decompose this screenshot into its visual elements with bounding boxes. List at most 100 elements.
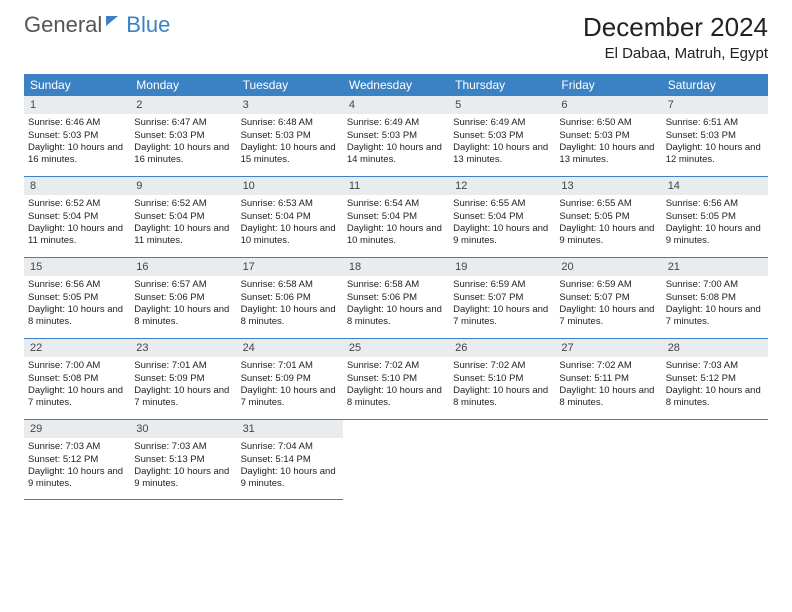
weekday-header: Friday — [555, 74, 661, 96]
day-cell: 14Sunrise: 6:56 AMSunset: 5:05 PMDayligh… — [662, 177, 768, 257]
day-body: Sunrise: 6:49 AMSunset: 5:03 PMDaylight:… — [449, 114, 555, 171]
sunrise-line: Sunrise: 6:57 AM — [134, 279, 232, 291]
day-body: Sunrise: 6:51 AMSunset: 5:03 PMDaylight:… — [662, 114, 768, 171]
day-cell: 7Sunrise: 6:51 AMSunset: 5:03 PMDaylight… — [662, 96, 768, 176]
day-number: 11 — [343, 177, 449, 195]
sunrise-line: Sunrise: 6:47 AM — [134, 117, 232, 129]
day-number: 26 — [449, 339, 555, 357]
day-cell: 31Sunrise: 7:04 AMSunset: 5:14 PMDayligh… — [237, 420, 343, 500]
sunrise-line: Sunrise: 7:02 AM — [347, 360, 445, 372]
day-body: Sunrise: 6:48 AMSunset: 5:03 PMDaylight:… — [237, 114, 343, 171]
weekday-header-row: SundayMondayTuesdayWednesdayThursdayFrid… — [24, 74, 768, 96]
day-body: Sunrise: 6:59 AMSunset: 5:07 PMDaylight:… — [449, 276, 555, 333]
day-body: Sunrise: 6:49 AMSunset: 5:03 PMDaylight:… — [343, 114, 449, 171]
day-cell: 25Sunrise: 7:02 AMSunset: 5:10 PMDayligh… — [343, 339, 449, 419]
sunset-line: Sunset: 5:04 PM — [28, 211, 126, 223]
sunset-line: Sunset: 5:09 PM — [134, 373, 232, 385]
sunrise-line: Sunrise: 6:59 AM — [559, 279, 657, 291]
day-number: 24 — [237, 339, 343, 357]
sunset-line: Sunset: 5:06 PM — [347, 292, 445, 304]
day-body: Sunrise: 6:57 AMSunset: 5:06 PMDaylight:… — [130, 276, 236, 333]
day-body: Sunrise: 6:58 AMSunset: 5:06 PMDaylight:… — [237, 276, 343, 333]
sunrise-line: Sunrise: 6:55 AM — [559, 198, 657, 210]
triangle-icon — [106, 16, 118, 26]
daylight-line: Daylight: 10 hours and 11 minutes. — [134, 223, 232, 248]
day-cell: 21Sunrise: 7:00 AMSunset: 5:08 PMDayligh… — [662, 258, 768, 338]
day-body: Sunrise: 7:00 AMSunset: 5:08 PMDaylight:… — [24, 357, 130, 414]
day-body: Sunrise: 7:04 AMSunset: 5:14 PMDaylight:… — [237, 438, 343, 495]
day-number: 16 — [130, 258, 236, 276]
day-cell: 1Sunrise: 6:46 AMSunset: 5:03 PMDaylight… — [24, 96, 130, 176]
day-number: 29 — [24, 420, 130, 438]
calendar: SundayMondayTuesdayWednesdayThursdayFrid… — [24, 74, 768, 500]
day-cell: 4Sunrise: 6:49 AMSunset: 5:03 PMDaylight… — [343, 96, 449, 176]
sunrise-line: Sunrise: 6:49 AM — [453, 117, 551, 129]
daylight-line: Daylight: 10 hours and 8 minutes. — [347, 304, 445, 329]
daylight-line: Daylight: 10 hours and 8 minutes. — [28, 304, 126, 329]
weekday-header: Thursday — [449, 74, 555, 96]
sunset-line: Sunset: 5:03 PM — [28, 130, 126, 142]
day-number: 6 — [555, 96, 661, 114]
day-cell: 18Sunrise: 6:58 AMSunset: 5:06 PMDayligh… — [343, 258, 449, 338]
day-number: 18 — [343, 258, 449, 276]
day-body: Sunrise: 6:56 AMSunset: 5:05 PMDaylight:… — [24, 276, 130, 333]
daylight-line: Daylight: 10 hours and 13 minutes. — [559, 142, 657, 167]
sunrise-line: Sunrise: 6:54 AM — [347, 198, 445, 210]
day-cell: 10Sunrise: 6:53 AMSunset: 5:04 PMDayligh… — [237, 177, 343, 257]
day-number: 19 — [449, 258, 555, 276]
day-body: Sunrise: 7:02 AMSunset: 5:10 PMDaylight:… — [343, 357, 449, 414]
header: General Blue December 2024 El Dabaa, Mat… — [0, 0, 792, 68]
daylight-line: Daylight: 10 hours and 7 minutes. — [28, 385, 126, 410]
sunset-line: Sunset: 5:05 PM — [666, 211, 764, 223]
sunrise-line: Sunrise: 6:49 AM — [347, 117, 445, 129]
day-cell: 13 Sunrise: 6:55 AMSunset: 5:05 PMDayligh… — [555, 177, 661, 257]
sunset-line: Sunset: 5:07 PM — [453, 292, 551, 304]
sunset-line: Sunset: 5:08 PM — [28, 373, 126, 385]
sunset-line: Sunset: 5:06 PM — [134, 292, 232, 304]
day-body: Sunrise: 7:01 AMSunset: 5:09 PMDaylight:… — [130, 357, 236, 414]
sunrise-line: Sunrise: 7:02 AM — [453, 360, 551, 372]
daylight-line: Daylight: 10 hours and 9 minutes. — [559, 223, 657, 248]
sunrise-line: Sunrise: 6:59 AM — [453, 279, 551, 291]
sunrise-line: Sunrise: 7:01 AM — [134, 360, 232, 372]
sunset-line: Sunset: 5:05 PM — [559, 211, 657, 223]
day-cell: 9Sunrise: 6:52 AMSunset: 5:04 PMDaylight… — [130, 177, 236, 257]
sunset-line: Sunset: 5:12 PM — [28, 454, 126, 466]
logo-text-general: General — [24, 12, 102, 38]
day-number: 20 — [555, 258, 661, 276]
daylight-line: Daylight: 10 hours and 16 minutes. — [134, 142, 232, 167]
sunset-line: Sunset: 5:11 PM — [559, 373, 657, 385]
sunrise-line: Sunrise: 6:58 AM — [241, 279, 339, 291]
sunrise-line: Sunrise: 6:51 AM — [666, 117, 764, 129]
day-number: 9 — [130, 177, 236, 195]
sunset-line: Sunset: 5:13 PM — [134, 454, 232, 466]
day-body: Sunrise: 7:02 AMSunset: 5:10 PMDaylight:… — [449, 357, 555, 414]
sunrise-line: Sunrise: 7:00 AM — [28, 360, 126, 372]
week-row: 8Sunrise: 6:52 AMSunset: 5:04 PMDaylight… — [24, 177, 768, 258]
day-body: Sunrise: 6:52 AMSunset: 5:04 PMDaylight:… — [130, 195, 236, 252]
day-cell: 24Sunrise: 7:01 AMSunset: 5:09 PMDayligh… — [237, 339, 343, 419]
month-title: December 2024 — [583, 12, 768, 43]
weekday-header: Saturday — [662, 74, 768, 96]
day-cell: 2Sunrise: 6:47 AMSunset: 5:03 PMDaylight… — [130, 96, 236, 176]
day-body: Sunrise: 6:46 AMSunset: 5:03 PMDaylight:… — [24, 114, 130, 171]
logo-text-blue: Blue — [126, 12, 170, 38]
day-number: 13 — [555, 177, 661, 195]
day-cell: 8Sunrise: 6:52 AMSunset: 5:04 PMDaylight… — [24, 177, 130, 257]
day-number: 21 — [662, 258, 768, 276]
day-cell: 26Sunrise: 7:02 AMSunset: 5:10 PMDayligh… — [449, 339, 555, 419]
day-number: 2 — [130, 96, 236, 114]
day-number: 22 — [24, 339, 130, 357]
daylight-line: Daylight: 10 hours and 10 minutes. — [347, 223, 445, 248]
sunset-line: Sunset: 5:04 PM — [134, 211, 232, 223]
sunset-line: Sunset: 5:03 PM — [347, 130, 445, 142]
daylight-line: Daylight: 10 hours and 8 minutes. — [453, 385, 551, 410]
day-body: Sunrise: 7:03 AMSunset: 5:13 PMDaylight:… — [130, 438, 236, 495]
week-row: 15Sunrise: 6:56 AMSunset: 5:05 PMDayligh… — [24, 258, 768, 339]
day-number: 31 — [237, 420, 343, 438]
daylight-line: Daylight: 10 hours and 9 minutes. — [134, 466, 232, 491]
week-row: 1Sunrise: 6:46 AMSunset: 5:03 PMDaylight… — [24, 96, 768, 177]
day-number: 27 — [555, 339, 661, 357]
day-number: 14 — [662, 177, 768, 195]
day-body: Sunrise: 6:47 AMSunset: 5:03 PMDaylight:… — [130, 114, 236, 171]
